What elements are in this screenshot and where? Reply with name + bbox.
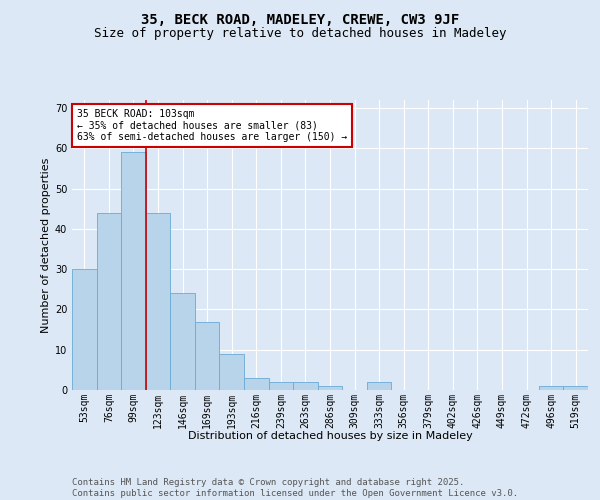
Bar [563,386,588,390]
Text: Contains HM Land Registry data © Crown copyright and database right 2025.
Contai: Contains HM Land Registry data © Crown c… [72,478,518,498]
Bar [72,269,97,390]
X-axis label: Distribution of detached houses by size in Madeley: Distribution of detached houses by size … [188,431,472,441]
Bar [195,322,220,390]
Y-axis label: Number of detached properties: Number of detached properties [41,158,50,332]
Text: 35, BECK ROAD, MADELEY, CREWE, CW3 9JF: 35, BECK ROAD, MADELEY, CREWE, CW3 9JF [141,12,459,26]
Bar [121,152,146,390]
Bar [220,354,244,390]
Bar [293,382,318,390]
Bar [367,382,391,390]
Text: 35 BECK ROAD: 103sqm
← 35% of detached houses are smaller (83)
63% of semi-detac: 35 BECK ROAD: 103sqm ← 35% of detached h… [77,108,347,142]
Bar [146,213,170,390]
Bar [97,213,121,390]
Bar [318,386,342,390]
Bar [244,378,269,390]
Bar [170,294,195,390]
Bar [269,382,293,390]
Text: Size of property relative to detached houses in Madeley: Size of property relative to detached ho… [94,28,506,40]
Bar [539,386,563,390]
